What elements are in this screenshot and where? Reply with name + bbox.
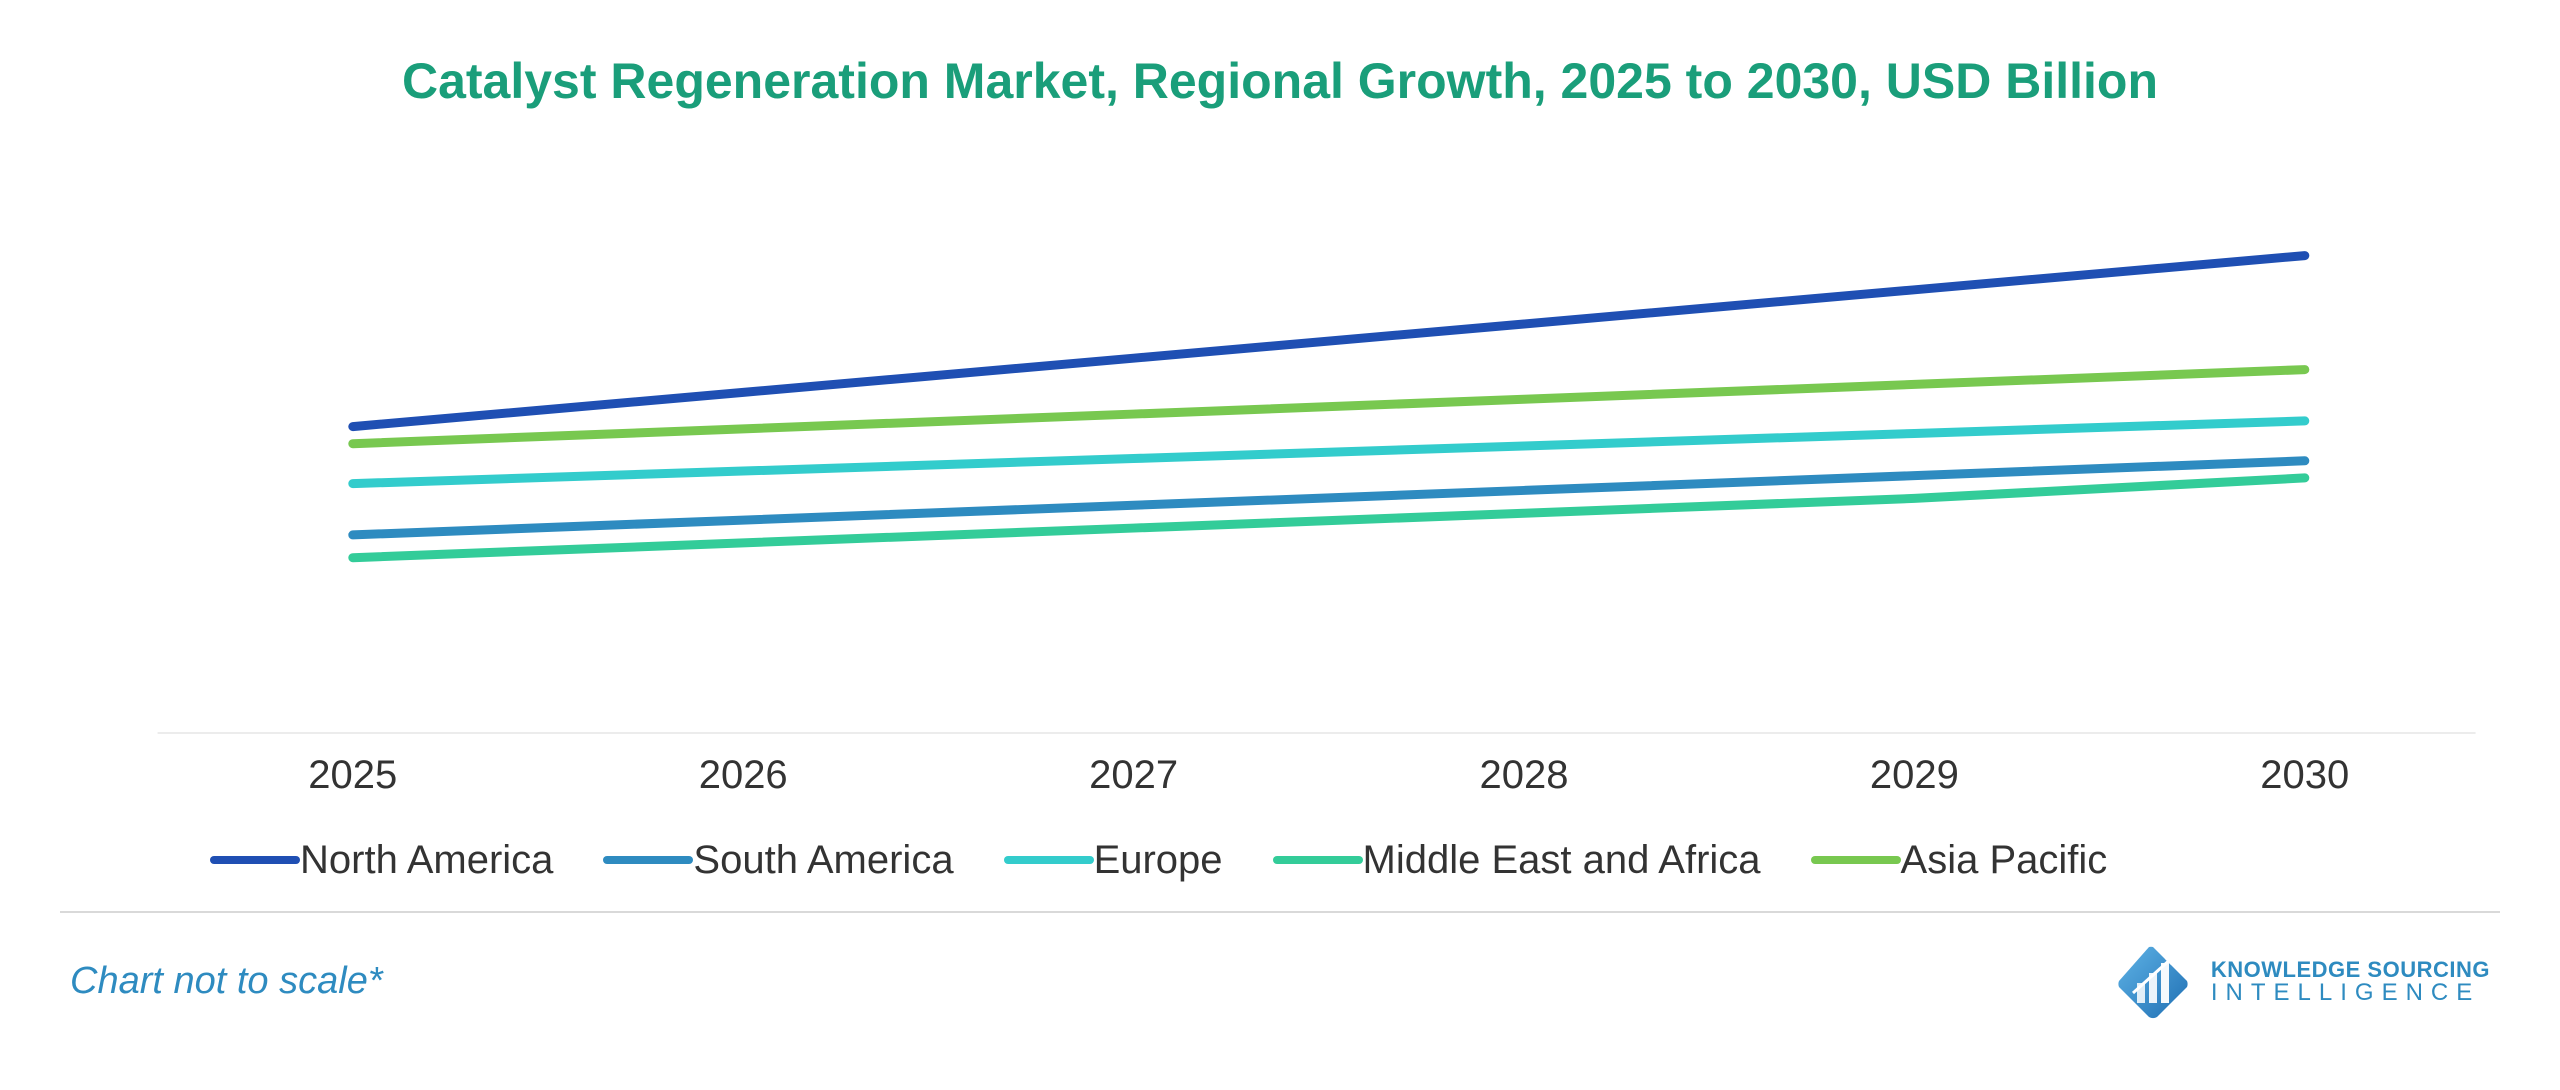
legend-swatch [1004, 856, 1094, 864]
legend-swatch [603, 856, 693, 864]
scale-disclaimer: Chart not to scale* [70, 960, 383, 1003]
legend-swatch [210, 856, 300, 864]
legend: North America South America Europe Middle E… [60, 838, 2500, 913]
x-tick-label: 2030 [2260, 753, 2349, 798]
legend-label: North America [300, 838, 553, 883]
plot-area [60, 143, 2500, 743]
series-line [353, 255, 2305, 426]
x-tick-label: 2025 [308, 753, 397, 798]
legend-swatch [1273, 856, 1363, 864]
x-tick-label: 2029 [1870, 753, 1959, 798]
footer-row: Chart not to scale* KNOWLEDGE SOURCIN [60, 943, 2500, 1021]
legend-item: Asia Pacific [1811, 838, 2108, 883]
legend-item: Europe [1004, 838, 1223, 883]
legend-swatch [1811, 856, 1901, 864]
x-tick-label: 2026 [699, 753, 788, 798]
brand-icon [2113, 943, 2193, 1021]
legend-label: Middle East and Africa [1363, 838, 1761, 883]
legend-item: Middle East and Africa [1273, 838, 1761, 883]
brand-line-1: KNOWLEDGE SOURCING [2211, 959, 2490, 981]
chart-title: Catalyst Regeneration Market, Regional G… [60, 50, 2500, 113]
x-tick-label: 2028 [1480, 753, 1569, 798]
x-axis-labels: 2025 2026 2027 2028 2029 2030 [60, 753, 2500, 813]
chart-container: Catalyst Regeneration Market, Regional G… [0, 0, 2560, 1090]
legend-label: Europe [1094, 838, 1223, 883]
legend-item: South America [603, 838, 953, 883]
legend-item: North America [210, 838, 553, 883]
legend-label: Asia Pacific [1901, 838, 2108, 883]
brand-logo: KNOWLEDGE SOURCING INTELLIGENCE [2113, 943, 2490, 1021]
line-chart-svg [60, 143, 2500, 743]
x-tick-label: 2027 [1089, 753, 1178, 798]
brand-line-2: INTELLIGENCE [2211, 981, 2490, 1005]
series-line [353, 477, 2305, 557]
brand-text: KNOWLEDGE SOURCING INTELLIGENCE [2211, 959, 2490, 1005]
legend-label: South America [693, 838, 953, 883]
